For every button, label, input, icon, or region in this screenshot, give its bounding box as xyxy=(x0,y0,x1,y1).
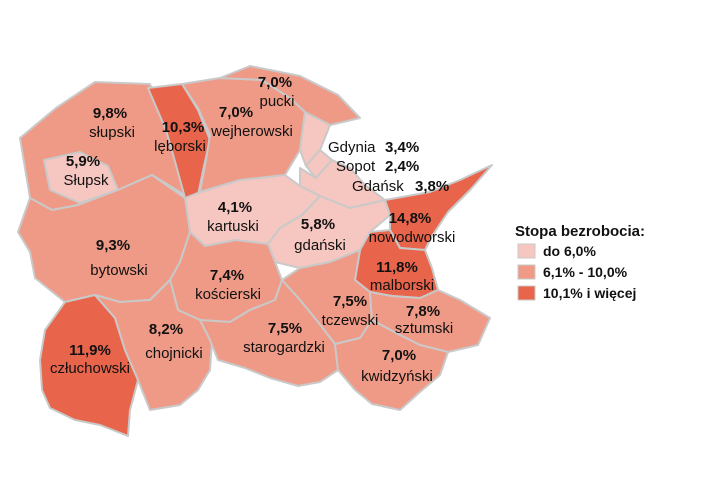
region-chojnicki xyxy=(94,279,213,411)
label-slupski-name: słupski xyxy=(89,124,135,141)
label-bytowski-name: bytowski xyxy=(90,262,148,279)
region-labels: 9,8% słupski 5,9% Słupsk 10,3% lęborski … xyxy=(50,74,455,385)
label-tczewski-name: tczewski xyxy=(322,312,379,329)
region-sztumski xyxy=(369,289,491,353)
label-starogardzki-value: 7,5% xyxy=(268,320,302,337)
label-gdansk-value: 3,8% xyxy=(415,178,449,195)
label-sztumski-value: 7,8% xyxy=(406,303,440,320)
label-chojnicki-value: 8,2% xyxy=(149,321,183,338)
region-pucki xyxy=(219,65,361,126)
legend-label-mid: 6,1% - 10,0% xyxy=(543,264,628,280)
label-malborski-name: malborski xyxy=(370,277,434,294)
label-koscierski-name: kościerski xyxy=(195,286,261,303)
label-tczewski-value: 7,5% xyxy=(333,293,367,310)
label-kwidzynski-name: kwidzyński xyxy=(361,368,433,385)
label-gdynia-value: 3,4% xyxy=(385,139,419,156)
label-leborski-name: lęborski xyxy=(154,138,206,155)
region-kwidzynski xyxy=(334,319,449,411)
legend-title: Stopa bezrobocia: xyxy=(515,223,645,240)
region-nowodworski xyxy=(384,164,493,251)
label-slupski-value: 9,8% xyxy=(93,105,127,122)
label-pucki-value: 7,0% xyxy=(258,74,292,91)
label-wejherowski-value: 7,0% xyxy=(219,104,253,121)
legend-swatch-high xyxy=(517,285,536,301)
label-leborski-value: 10,3% xyxy=(162,119,205,136)
label-sopot-value: 2,4% xyxy=(385,158,419,175)
label-chojnicki-name: chojnicki xyxy=(145,345,203,362)
label-gdanski-value: 5,8% xyxy=(301,216,335,233)
label-malborski-value: 11,8% xyxy=(376,259,418,276)
legend: Stopa bezrobocia: do 6,0% 6,1% - 10,0% 1… xyxy=(515,223,645,301)
label-kwidzynski-value: 7,0% xyxy=(382,347,416,364)
label-starogardzki-name: starogardzki xyxy=(243,339,325,356)
legend-label-high: 10,1% i więcej xyxy=(543,285,636,301)
legend-swatch-mid xyxy=(517,264,536,280)
region-gdynia xyxy=(299,111,331,167)
regions xyxy=(17,65,493,437)
label-gdanski-name: gdański xyxy=(294,237,346,254)
label-nowodworski-value: 14,8% xyxy=(389,210,432,227)
label-sopot-name: Sopot xyxy=(336,158,376,175)
label-gdansk-name: Gdańsk xyxy=(352,178,404,195)
label-pucki-name: pucki xyxy=(259,93,294,110)
label-gdynia-name: Gdynia xyxy=(328,139,376,156)
label-czluchowski-value: 11,9% xyxy=(69,342,111,359)
label-sztumski-name: sztumski xyxy=(395,320,453,337)
label-slupsk-value: 5,9% xyxy=(66,153,100,170)
label-kartuski-value: 4,1% xyxy=(218,199,252,216)
label-slupsk-name: Słupsk xyxy=(63,172,109,189)
label-wejherowski-name: wejherowski xyxy=(210,123,293,140)
legend-swatch-low xyxy=(517,243,536,259)
label-bytowski-value: 9,3% xyxy=(96,237,130,254)
label-nowodworski-name: nowodworski xyxy=(369,229,456,246)
label-czluchowski-name: człuchowski xyxy=(50,360,130,377)
label-koscierski-value: 7,4% xyxy=(210,267,244,284)
label-kartuski-name: kartuski xyxy=(207,218,259,235)
legend-label-low: do 6,0% xyxy=(543,243,596,259)
